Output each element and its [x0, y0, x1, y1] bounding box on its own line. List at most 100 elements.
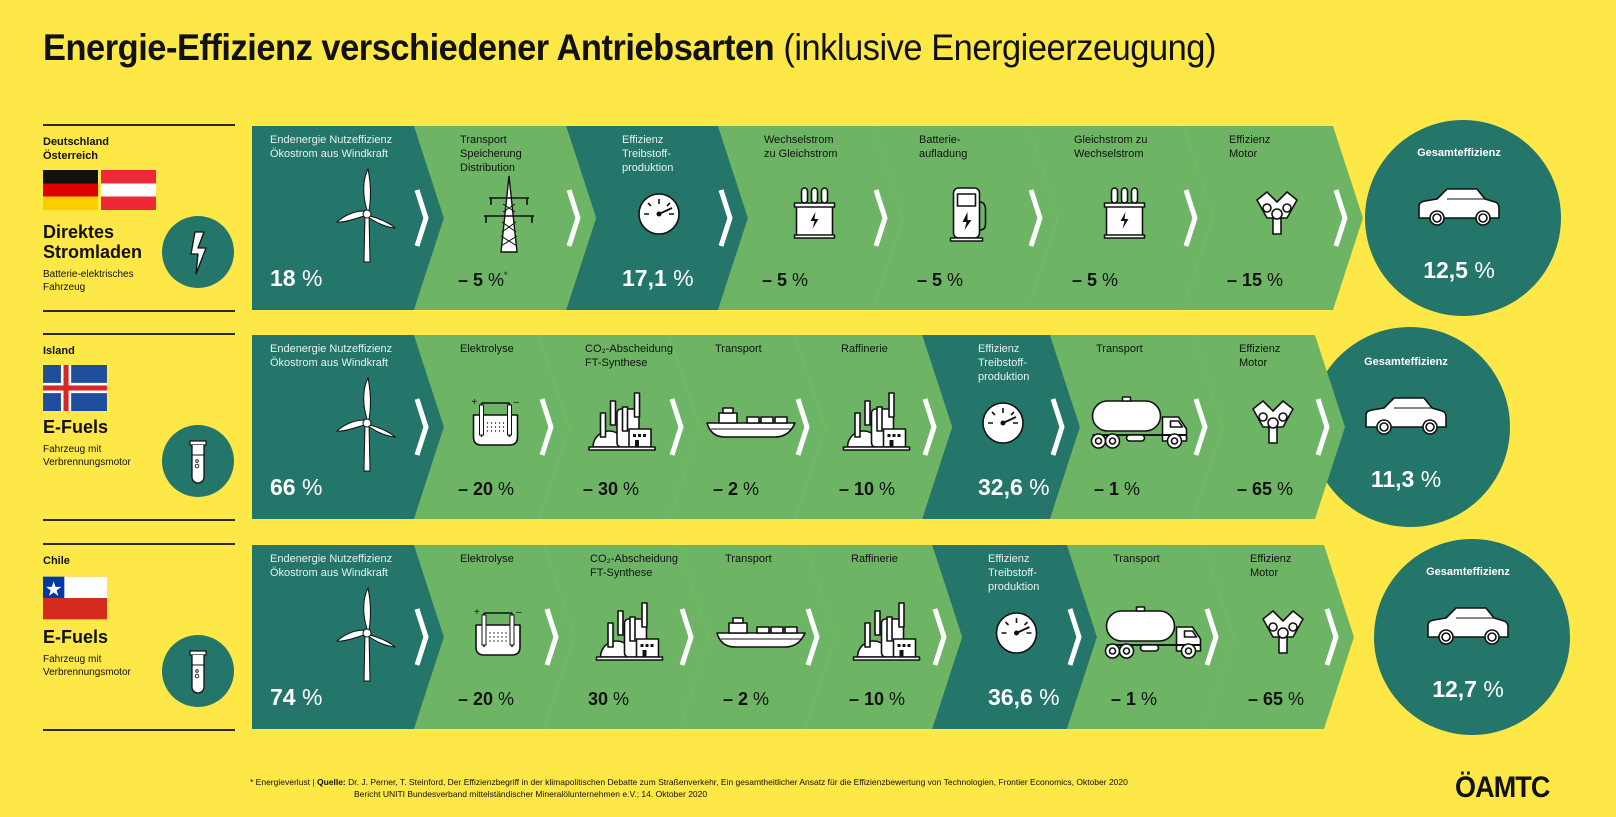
drive-type-title: E-Fuels	[43, 627, 109, 647]
step-value: – 1 %	[1094, 479, 1140, 499]
process-step: Effizienz Treibstoff-produktion 17,1 %	[622, 134, 733, 291]
country-name: Chile	[43, 555, 70, 567]
step-label: Raffinerie	[841, 343, 888, 355]
process-step: Endenergie Nutzeffizienz Ökostrom aus Win…	[270, 553, 429, 710]
refinery-icon	[842, 392, 911, 451]
flag-chile-icon	[43, 575, 107, 621]
step-value: 17,1 %	[622, 265, 694, 291]
total-efficiency: Gesamteffizienz 12,5 %	[1365, 120, 1561, 316]
process-step: CO₂-Abscheidung FT-Synthese 30 %	[588, 553, 694, 709]
transformer-icon	[793, 187, 836, 239]
factory-icon	[588, 392, 656, 451]
step-value: – 2 %	[723, 689, 769, 709]
transformer-icon	[1103, 187, 1146, 239]
step-value: – 10 %	[839, 479, 895, 499]
step-label: Effizienz Treibstoff-produktion	[988, 553, 1039, 593]
chevron-arrow-icon	[1050, 398, 1065, 456]
chevron-arrow-icon	[1183, 189, 1198, 247]
car-icon	[1365, 397, 1447, 435]
step-value: – 30 %	[583, 479, 639, 499]
step-value: 36,6 %	[988, 684, 1060, 710]
step-value: – 5 %*	[458, 270, 508, 290]
row-sidebar: Island E-Fuels Fahrzeug mit Verbrennungsmo…	[43, 333, 235, 521]
chevron-arrow-icon	[873, 189, 888, 247]
test-tube-icon	[189, 440, 207, 484]
total-label: Gesamteffizienz	[1417, 147, 1501, 159]
tanker-truck-icon	[1090, 396, 1188, 449]
lightning-badge	[162, 216, 234, 288]
step-label: Endenergie Nutzeffizienz Ökostrom aus Win…	[270, 343, 392, 369]
car-icon	[1418, 188, 1500, 226]
process-step: Endenergie Nutzeffizienz Ökostrom aus Win…	[270, 343, 429, 500]
process-step: Wechselstrom zu Gleichstrom – 5 %	[762, 134, 888, 290]
process-step: Raffinerie – 10 %	[849, 553, 947, 709]
process-step: Effizienz Motor – 15 %	[1227, 134, 1348, 290]
wind-turbine-icon	[335, 167, 397, 263]
chevron-arrow-icon	[1324, 608, 1339, 666]
process-step: Batterie-aufladung – 5 %	[917, 134, 1043, 290]
chevron-arrow-icon	[566, 189, 581, 247]
tanker-truck-icon	[1104, 606, 1202, 659]
process-step: Endenergie Nutzeffizienz Ökostrom aus Win…	[270, 134, 429, 291]
flag-austria-icon	[101, 170, 156, 210]
drive-type-description: Fahrzeug mit Verbrennungsmotor	[43, 654, 131, 678]
refinery-icon	[852, 602, 921, 661]
step-value: – 65 %	[1248, 689, 1304, 709]
drive-type-description: Fahrzeug mit Verbrennungsmotor	[43, 444, 131, 468]
step-label: Effizienz Motor	[1229, 134, 1270, 160]
step-label: Transport Speicherung Distribution	[460, 134, 522, 174]
step-value: – 5 %	[917, 270, 963, 290]
process-step: Effizienz Motor – 65 %	[1248, 553, 1339, 709]
process-step: Raffinerie – 10 %	[839, 343, 937, 499]
chevron-arrow-icon	[669, 398, 684, 456]
drive-type-description: Batterie-elektrisches Fahrzeug	[43, 269, 134, 293]
chevron-arrow-icon	[414, 608, 429, 666]
ship-icon	[706, 407, 796, 438]
total-efficiency: Gesamteffizienz 11,3 %	[1310, 327, 1510, 527]
step-value: – 10 %	[849, 689, 905, 709]
row-sidebar: Deutschland Österreich Direktes Stromlade…	[43, 124, 235, 312]
step-label: Raffinerie	[851, 553, 898, 565]
country-name: Deutschland Österreich	[43, 136, 110, 162]
chevron-arrow-icon	[1067, 608, 1082, 666]
test-tube-badge	[162, 425, 234, 497]
gauge-icon	[982, 402, 1024, 444]
chevron-arrow-icon	[1204, 608, 1219, 666]
step-label: Effizienz Motor	[1239, 343, 1280, 369]
flag-group	[43, 365, 235, 411]
drive-type-title: Direktes Stromladen	[43, 222, 143, 262]
total-value: 12,7 %	[1432, 676, 1504, 702]
chevron-arrow-icon	[414, 398, 429, 456]
step-label: Effizienz Treibstoff-produktion	[622, 134, 673, 174]
step-value: – 5 %	[1072, 270, 1118, 290]
chevron-arrow-icon	[1333, 189, 1348, 247]
chevron-arrow-icon	[1193, 398, 1208, 456]
chevron-arrow-icon	[932, 608, 947, 666]
lightning-icon	[190, 231, 207, 275]
chevron-arrow-icon	[1028, 189, 1043, 247]
step-label: Batterie-aufladung	[919, 134, 967, 160]
step-value: – 20 %	[458, 479, 514, 499]
country-name: Island	[43, 345, 75, 357]
title-bold: Energie-Effizienz verschiedener Antriebs…	[43, 27, 775, 68]
process-step: Gleichstrom zu Wechselstrom – 5 %	[1072, 134, 1198, 290]
step-value: – 65 %	[1237, 479, 1293, 499]
footer: * Energieverlust | Quelle: Dr. J. Perner…	[250, 776, 1128, 800]
step-value: – 15 %	[1227, 270, 1283, 290]
efficiency-row: Deutschland Österreich Direktes Stromlade…	[0, 0, 1616, 316]
svg-text:+: +	[472, 397, 478, 408]
step-label: Effizienz Motor	[1250, 553, 1291, 579]
svg-text:–: –	[516, 607, 522, 618]
step-label: Elektrolyse	[460, 553, 514, 565]
step-label: Transport	[715, 343, 762, 355]
engine-icon	[1252, 400, 1294, 444]
wind-turbine-icon	[335, 376, 397, 472]
total-label: Gesamteffizienz	[1426, 566, 1510, 578]
flag-group	[43, 575, 235, 620]
step-value: 32,6 %	[978, 474, 1050, 500]
car-icon	[1427, 607, 1509, 645]
step-label: CO₂-Abscheidung FT-Synthese	[585, 343, 673, 369]
svg-text:–: –	[514, 397, 520, 408]
